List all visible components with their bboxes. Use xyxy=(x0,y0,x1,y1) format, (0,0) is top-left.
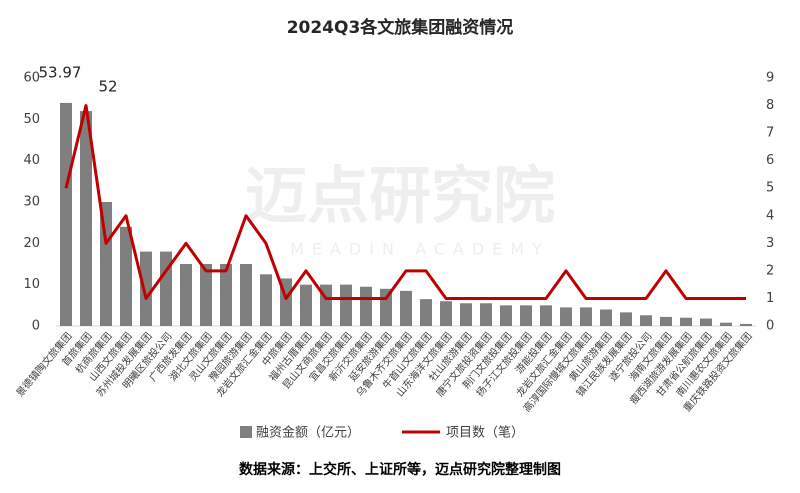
y2-tick-label: 8 xyxy=(766,98,774,113)
bar xyxy=(720,322,732,326)
bar xyxy=(600,309,612,326)
chart-title: 2024Q3各文旅集团融资情况 xyxy=(287,17,514,38)
y-tick-label: 0 xyxy=(32,319,40,334)
data-label: 53.97 xyxy=(39,63,82,81)
y-tick-label: 50 xyxy=(23,112,40,127)
bar xyxy=(580,307,592,326)
bar xyxy=(120,226,132,326)
y2-tick-label: 4 xyxy=(766,208,774,223)
bar xyxy=(700,318,712,326)
watermark-sub: MEADIN ACADEMY xyxy=(290,240,550,259)
bar xyxy=(400,290,412,326)
bar xyxy=(420,299,432,326)
bar xyxy=(240,264,252,326)
bar xyxy=(160,251,172,326)
bar xyxy=(180,264,192,326)
bar xyxy=(80,111,92,326)
y2-tick-label: 5 xyxy=(766,181,774,196)
y-tick-label: 20 xyxy=(23,236,40,251)
bar xyxy=(540,305,552,326)
legend-label: 项目数（笔） xyxy=(446,425,524,441)
y2-tick-label: 9 xyxy=(766,71,774,86)
y2-tick-label: 0 xyxy=(766,319,774,334)
y2-tick-label: 6 xyxy=(766,153,774,168)
y2-tick-label: 1 xyxy=(766,291,774,306)
bar xyxy=(560,307,572,326)
bar xyxy=(500,305,512,326)
line xyxy=(64,104,746,300)
y-tick-label: 10 xyxy=(23,277,40,292)
bar xyxy=(300,284,312,326)
y-tick-label: 40 xyxy=(23,153,40,168)
bar xyxy=(60,102,72,326)
y2-tick-label: 2 xyxy=(766,263,774,278)
source-note: 数据来源：上交所、上证所等，迈点研究院整理制图 xyxy=(239,461,561,478)
bar xyxy=(440,301,452,326)
bar xyxy=(220,264,232,326)
bar xyxy=(260,274,272,326)
y2-tick-label: 7 xyxy=(766,126,774,141)
bar xyxy=(140,251,152,326)
bar xyxy=(640,315,652,326)
bar xyxy=(680,317,692,326)
legend-label: 融资金额（亿元） xyxy=(256,425,360,441)
y-tick-label: 60 xyxy=(23,71,40,86)
legend-swatch xyxy=(240,426,252,438)
bar xyxy=(740,323,752,326)
bar xyxy=(620,312,632,326)
data-label: 52 xyxy=(98,78,117,96)
bar xyxy=(660,316,672,326)
bar xyxy=(520,305,532,326)
bar xyxy=(460,303,472,326)
y-tick-label: 30 xyxy=(23,195,40,210)
bar xyxy=(340,284,352,326)
bar xyxy=(480,303,492,326)
y2-tick-label: 3 xyxy=(766,236,774,251)
bar xyxy=(360,286,372,326)
bar xyxy=(200,264,212,326)
watermark: 迈点研究院 xyxy=(245,159,555,232)
